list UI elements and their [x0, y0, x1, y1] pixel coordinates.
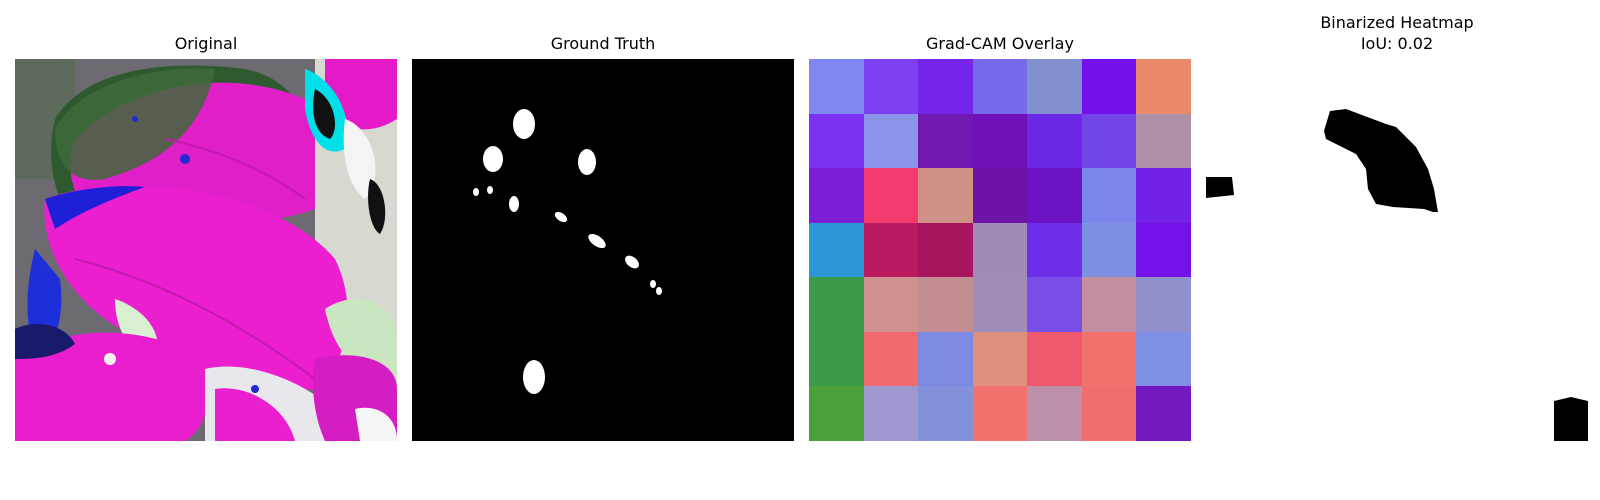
gradcam-cell — [918, 168, 973, 223]
original-panel: Original — [15, 0, 397, 500]
gradcam-cell — [809, 331, 864, 387]
gradcam-cell — [863, 113, 919, 169]
gradcam-cell — [863, 331, 919, 387]
gradcam-panel: Grad-CAM Overlay — [809, 0, 1191, 500]
gradcam-cell — [1136, 113, 1191, 169]
gradcam-cell — [1081, 222, 1137, 278]
gradcam-cell — [809, 277, 864, 332]
gradcam-cell — [972, 59, 1028, 114]
gradcam-cell — [972, 222, 1028, 278]
gradcam-cell — [809, 168, 864, 223]
gradcam-cell — [809, 386, 864, 441]
gradcam-cell — [1081, 59, 1137, 114]
gradcam-cell — [972, 277, 1028, 332]
gradcam-cell — [809, 113, 864, 169]
gradcam-cell — [1081, 168, 1137, 223]
gradcam-cell — [863, 386, 919, 441]
original-image — [15, 59, 397, 441]
gradcam-cell — [972, 331, 1028, 387]
gradcam-cell — [1136, 277, 1191, 332]
binarized-title: Binarized Heatmap — [1320, 13, 1474, 32]
gradcam-cell — [1136, 168, 1191, 223]
gradcam-cell — [1081, 277, 1137, 332]
gradcam-cell — [863, 277, 919, 332]
gradcam-cell — [1136, 59, 1191, 114]
gradcam-cell — [918, 386, 973, 441]
gradcam-cell — [1027, 168, 1082, 223]
gradcam-cell — [1136, 386, 1191, 441]
gradcam-cell — [1081, 386, 1137, 441]
gradcam-cell — [918, 277, 973, 332]
gradcam-cell — [1081, 113, 1137, 169]
gradcam-cell — [1027, 113, 1082, 169]
gradcam-cell — [972, 113, 1028, 169]
gradcam-cell — [972, 168, 1028, 223]
gradcam-cell — [1027, 331, 1082, 387]
gradcam-cell — [863, 222, 919, 278]
gradcam-cell — [1027, 222, 1082, 278]
gradcam-heatmap-grid — [809, 59, 1191, 441]
ground-truth-image — [412, 59, 794, 441]
binarized-image — [1206, 59, 1588, 441]
gradcam-cell — [918, 222, 973, 278]
gradcam-cell — [918, 59, 973, 114]
gradcam-cell — [1027, 277, 1082, 332]
gradcam-cell — [863, 168, 919, 223]
gradcam-cell — [1136, 222, 1191, 278]
gradcam-cell — [1081, 331, 1137, 387]
ground-truth-panel: Ground Truth — [412, 0, 794, 500]
original-title: Original — [174, 34, 238, 53]
gradcam-cell — [809, 59, 864, 114]
iou-label: IoU: 0.02 — [1360, 34, 1434, 53]
gradcam-cell — [863, 59, 919, 114]
gradcam-cell — [918, 113, 973, 169]
gradcam-title: Grad-CAM Overlay — [926, 34, 1074, 53]
binarized-panel: Binarized Heatmap IoU: 0.02 — [1206, 0, 1588, 500]
gradcam-image — [809, 59, 1191, 441]
gradcam-cell — [972, 386, 1028, 441]
ground-truth-title: Ground Truth — [550, 34, 656, 53]
gradcam-cell — [809, 222, 864, 278]
gradcam-cell — [1136, 331, 1191, 387]
gradcam-cell — [1027, 59, 1082, 114]
gradcam-cell — [918, 331, 973, 387]
gradcam-cell — [1027, 386, 1082, 441]
